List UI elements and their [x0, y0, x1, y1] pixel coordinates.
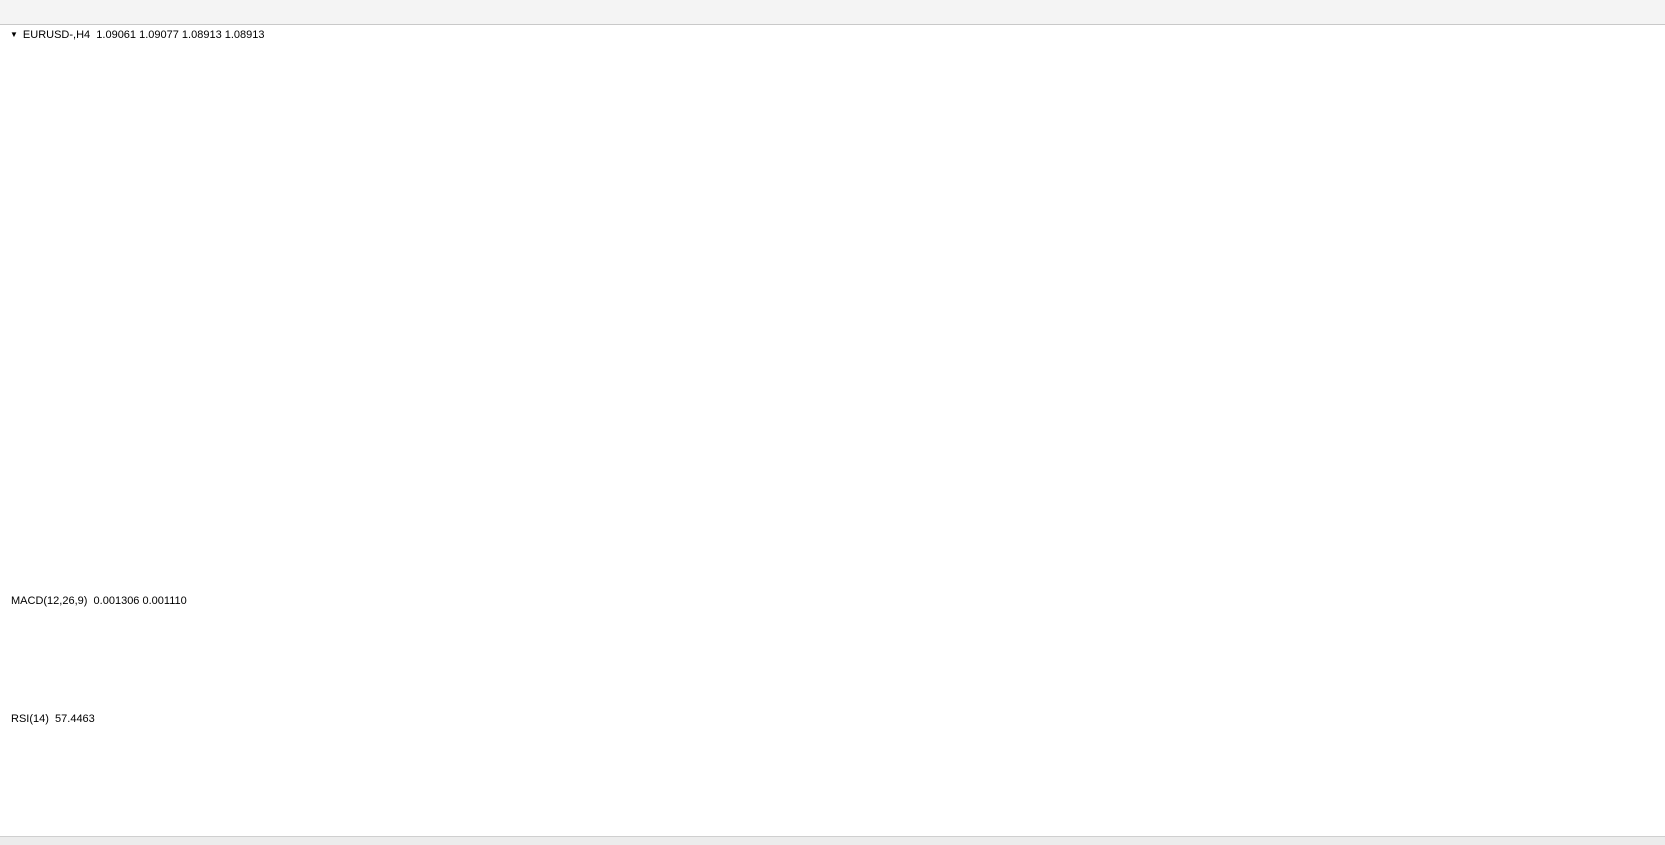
toolbar: [0, 0, 1665, 25]
chart-menu-triangle-icon[interactable]: ▼: [10, 30, 18, 39]
macd-values: 0.001306 0.001110: [93, 595, 187, 607]
chart-window[interactable]: ▼ EURUSD-,H4 1.09061 1.09077 1.08913 1.08…: [0, 25, 1665, 845]
rsi-name: RSI(14): [11, 713, 49, 725]
chart-ohlc-values: 1.09061 1.09077 1.08913 1.08913: [96, 29, 265, 41]
bottom-scrollbar[interactable]: [0, 836, 1665, 845]
chart-symbol-period: EURUSD-,H4: [22, 29, 91, 41]
rsi-label: RSI(14) 57.4463: [11, 713, 95, 725]
chart-title: ▼ EURUSD-,H4 1.09061 1.09077 1.08913 1.08…: [10, 29, 265, 41]
rsi-value: 57.4463: [55, 713, 95, 725]
macd-name: MACD(12,26,9): [11, 595, 88, 607]
chart-canvas[interactable]: [0, 25, 1665, 844]
macd-label: MACD(12,26,9) 0.001306 0.001110: [11, 595, 187, 607]
